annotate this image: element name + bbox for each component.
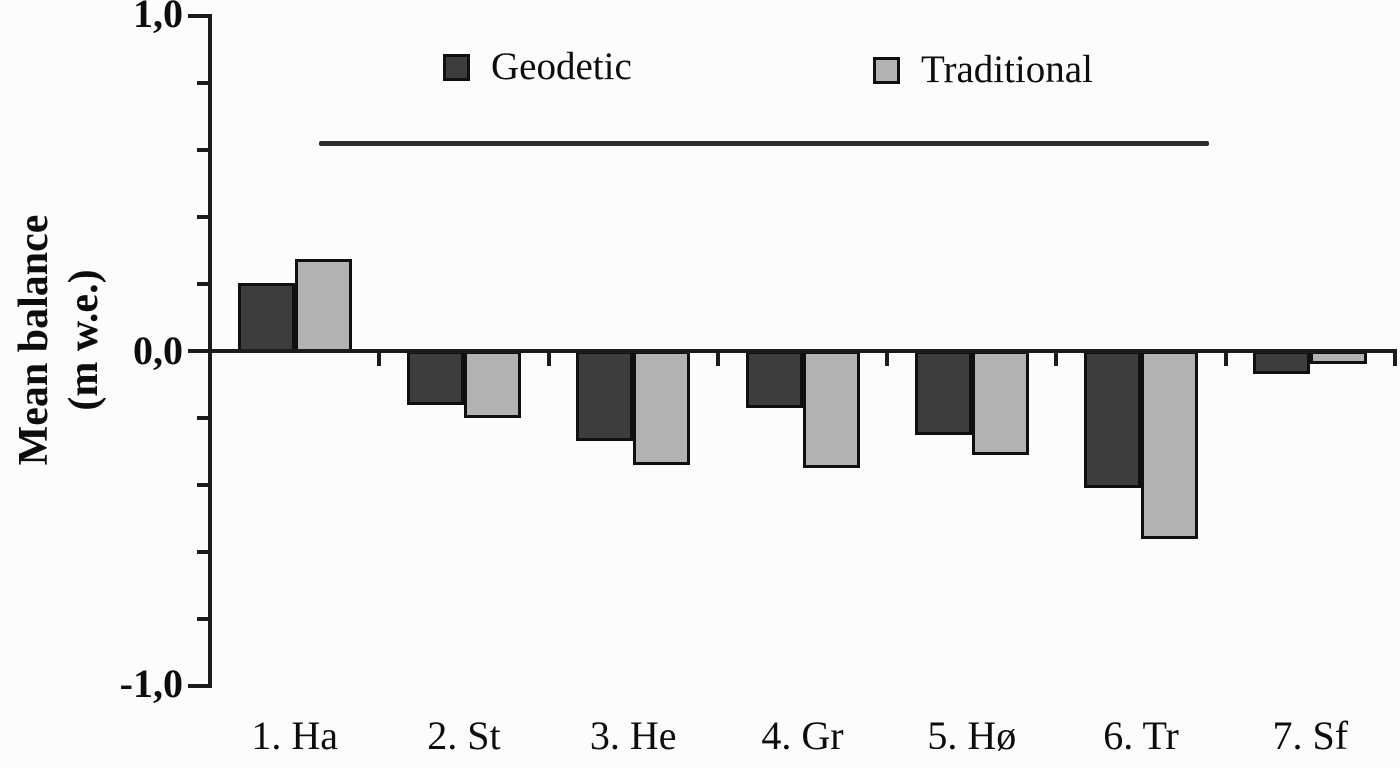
y-minor-tick [197,550,210,554]
y-tick-label-1-0: 1,0 [133,0,183,36]
x-category-label-1-ha: 1. Ha [251,713,338,758]
y-axis-title-line1: Mean balance [11,214,57,466]
x-category-label-5-h: 5. Hø [927,713,1017,758]
y-minor-tick [197,617,210,621]
y-tick-label-0-0: 0,0 [133,328,183,373]
bar-geodetic-6-tr [1084,351,1142,489]
y-major-tick-1 [188,14,210,18]
y-minor-tick [197,215,210,219]
y-tick-label-neg-1-0: -1,0 [119,661,183,706]
bar-traditional-2-st [463,351,521,418]
bar-traditional-5-h [971,351,1029,455]
x-category-label-6-tr: 6. Tr [1103,713,1179,758]
legend-swatch-traditional [873,57,900,84]
bar-traditional-1-ha [294,259,352,353]
bar-traditional-7-sf [1310,351,1368,365]
y-major-tick-1 [188,684,210,688]
y-minor-tick [197,483,210,487]
x-tick [1393,351,1397,366]
legend-label-geodetic: Geodetic [491,45,632,88]
bar-geodetic-5-h [914,351,972,435]
annotation-line [319,141,1209,147]
x-category-label-2-st: 2. St [427,713,501,758]
bar-geodetic-2-st [406,351,464,405]
x-tick [1223,351,1228,366]
legend-swatch-geodetic [443,54,470,81]
bar-geodetic-4-gr [745,351,803,408]
y-minor-tick [197,148,210,152]
bar-geodetic-1-ha [237,282,295,353]
y-major-tick-0 [188,349,210,353]
y-minor-tick [197,282,210,286]
x-tick [377,351,382,366]
y-minor-tick [197,416,210,420]
bar-geodetic-3-he [576,351,634,442]
x-category-label-7-sf: 7. Sf [1272,713,1349,758]
bar-traditional-4-gr [802,351,860,469]
x-category-label-4-gr: 4. Gr [761,713,844,758]
x-axis [208,349,1397,353]
bar-geodetic-7-sf [1253,351,1311,375]
x-category-label-3-he: 3. He [589,713,677,758]
bar-traditional-3-he [633,351,691,465]
x-tick [1054,351,1059,366]
x-tick [715,351,720,366]
x-tick [546,351,551,366]
y-minor-tick [197,81,210,85]
bar-traditional-6-tr [1141,351,1199,539]
x-tick [885,351,890,366]
legend-label-traditional: Traditional [921,48,1093,91]
